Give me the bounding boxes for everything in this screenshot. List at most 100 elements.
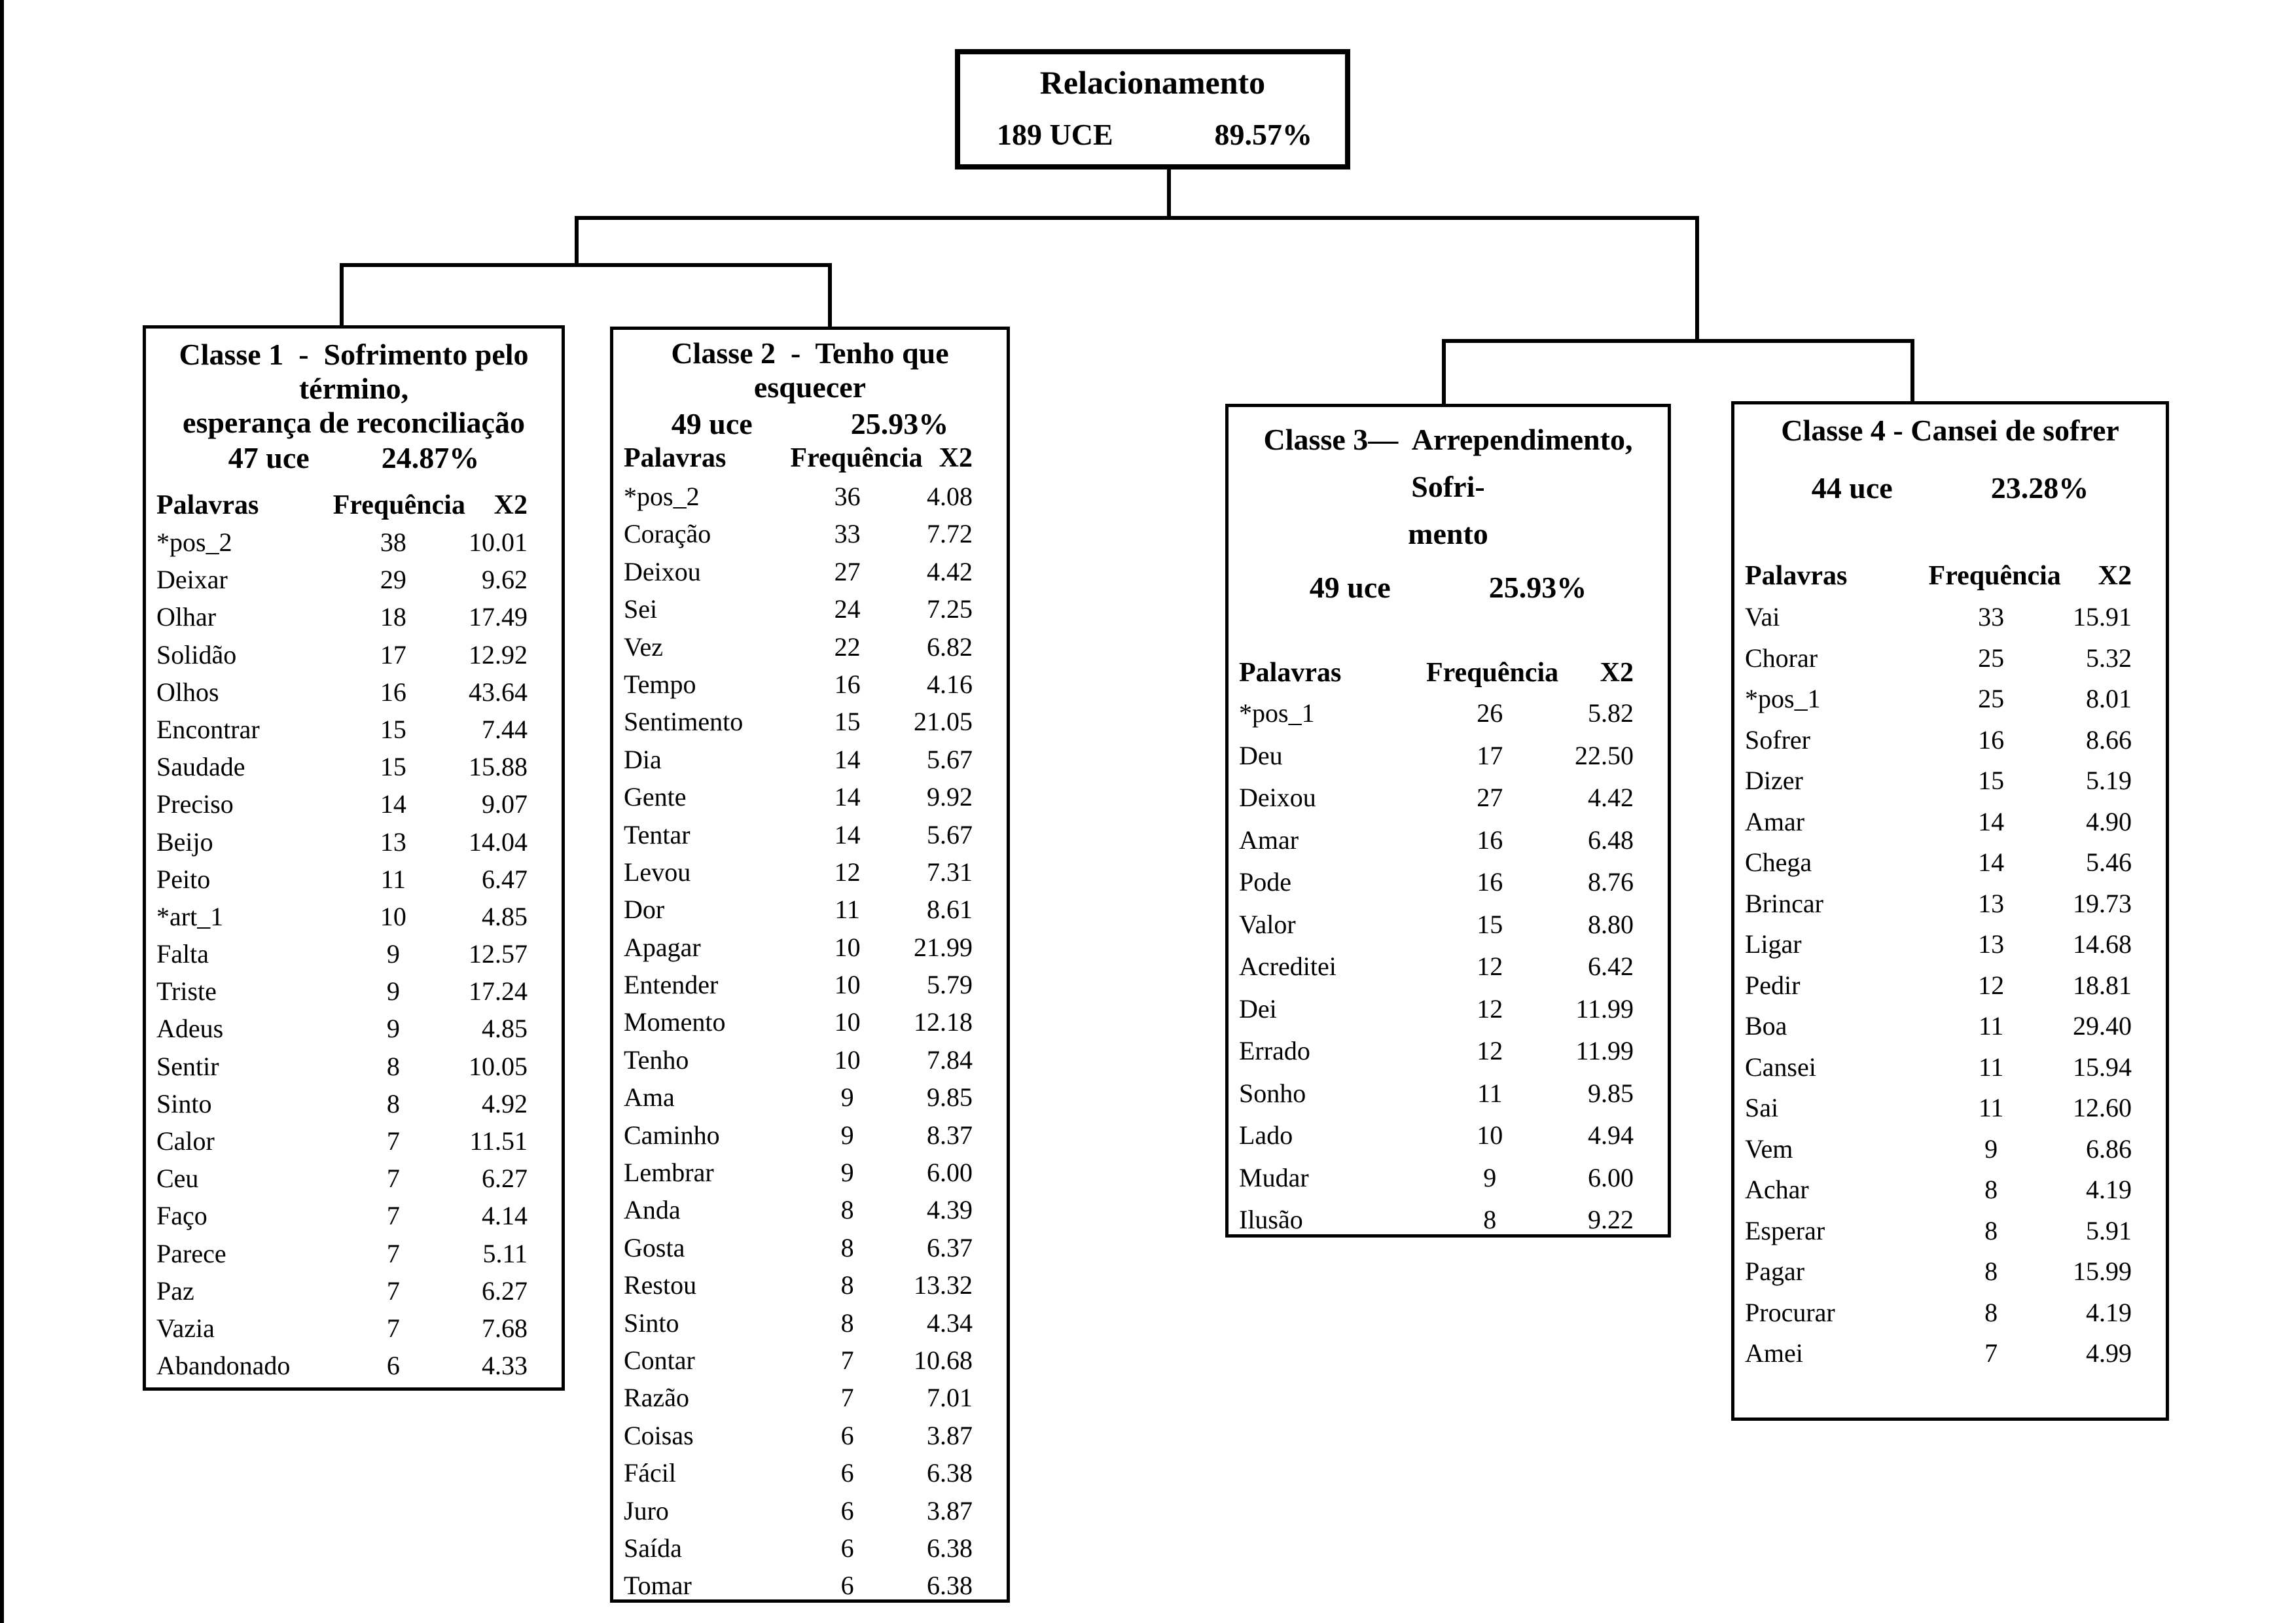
cell-word: Lado	[1239, 1120, 1293, 1150]
cell-x2: 6.38	[926, 1571, 973, 1601]
cell-freq: 16	[1978, 724, 2005, 755]
class-uce: 47 uce	[228, 441, 310, 474]
cell-x2: 5.67	[926, 819, 973, 849]
table-row: Lado 10 4.94	[1229, 1115, 1668, 1157]
cell-freq: 15	[1978, 766, 2005, 795]
cell-freq: 7	[386, 1238, 400, 1268]
table-row: Sei 24 7.25	[613, 590, 1007, 628]
cell-word: Cansei	[1745, 1052, 1816, 1082]
cell-freq: 27	[834, 556, 861, 586]
cell-freq: 18	[380, 602, 406, 632]
table-row: Sinto 8 4.34	[613, 1304, 1007, 1342]
cell-word: Faço	[156, 1201, 207, 1231]
cell-freq: 14	[1978, 847, 2005, 877]
cell-x2: 8.61	[926, 895, 973, 925]
cell-word: Deixou	[1239, 783, 1316, 812]
cell-x2: 9.85	[926, 1082, 973, 1113]
table-row: Momento 10 12.18	[613, 1003, 1007, 1041]
class-box-1: Classe 1 - Sofrimento pelo término, esper…	[143, 325, 565, 1391]
cell-x2: 12.57	[468, 939, 528, 969]
cell-word: Deu	[1239, 740, 1283, 770]
table-row: Saída 6 6.38	[613, 1529, 1007, 1567]
table-row: Olhar 18 17.49	[146, 598, 562, 635]
cell-word: Sei	[624, 594, 658, 624]
class-percent: 23.28%	[1990, 471, 2089, 505]
cell-freq: 7	[840, 1383, 854, 1413]
col-header-word: Palavras	[624, 443, 726, 473]
cell-word: Vazia	[156, 1313, 215, 1343]
cell-word: Parece	[156, 1238, 226, 1268]
cell-x2: 8.80	[1587, 909, 1634, 939]
connector-class2-drop	[828, 263, 832, 328]
cell-word: Peito	[156, 864, 211, 894]
cell-x2: 3.87	[926, 1420, 973, 1450]
cell-x2: 4.16	[926, 669, 973, 699]
class-stats: 47 uce 24.87%	[146, 441, 562, 475]
table-row: Entender 10 5.79	[613, 966, 1007, 1003]
table-row: Paz 7 6.27	[146, 1272, 562, 1310]
table-row: Saudade 15 15.88	[146, 748, 562, 785]
cell-x2: 9.62	[481, 565, 528, 595]
cell-x2: 4.94	[1587, 1120, 1634, 1150]
table-row: Levou 12 7.31	[613, 853, 1007, 891]
cell-freq: 9	[1483, 1162, 1497, 1192]
class-title: Classe 3— Arrependimento, Sofri-mento	[1229, 416, 1668, 558]
cell-word: Deixar	[156, 565, 228, 595]
table-row: *pos_2 36 4.08	[613, 478, 1007, 515]
cell-word: Vem	[1745, 1133, 1793, 1164]
cell-x2: 6.38	[926, 1458, 973, 1488]
table-row: Tomar 6 6.38	[613, 1567, 1007, 1604]
word-table: *pos_2 38 10.01 Deixar 29 9.62 Olhar 18 17.49 Sol…	[146, 524, 562, 1384]
class-title-line: Classe 3— Arrependimento, Sofri-	[1263, 423, 1640, 503]
cell-word: Saída	[624, 1533, 682, 1563]
class-box-2: Classe 2 - Tenho que esquecer 49 uce 25.…	[610, 327, 1010, 1603]
cell-x2: 4.92	[481, 1088, 528, 1118]
class-percent: 24.87%	[381, 441, 480, 474]
cell-freq: 25	[1978, 684, 2005, 713]
table-row: Mudar 9 6.00	[1229, 1157, 1668, 1200]
col-header-word: Palavras	[156, 490, 259, 520]
cell-freq: 9	[840, 1082, 854, 1113]
cell-x2: 6.47	[481, 864, 528, 894]
class-uce: 44 uce	[1811, 471, 1893, 505]
cell-x2: 3.87	[926, 1495, 973, 1525]
cell-x2: 6.42	[1587, 952, 1634, 981]
table-row: Sentir 8 10.05	[146, 1048, 562, 1085]
cell-word: Paz	[156, 1275, 194, 1306]
table-row: Dei 12 11.99	[1229, 988, 1668, 1031]
cell-word: Restou	[624, 1270, 697, 1300]
cell-freq: 11	[1477, 1078, 1503, 1108]
cell-freq: 7	[1984, 1338, 1998, 1368]
cell-word: Coisas	[624, 1420, 694, 1450]
class-title-line: Classe 4 - Cansei de sofrer	[1781, 414, 2119, 447]
table-row: Acreditei 12 6.42	[1229, 946, 1668, 988]
table-row: Vazia 7 7.68	[146, 1310, 562, 1347]
table-row: Achar 8 4.19	[1734, 1169, 2166, 1211]
table-row: Errado 12 11.99	[1229, 1030, 1668, 1073]
cell-x2: 43.64	[468, 677, 528, 707]
cell-word: Amar	[1239, 825, 1299, 855]
cell-x2: 8.76	[1587, 867, 1634, 897]
col-header-word: Palavras	[1745, 561, 1848, 591]
table-row: Deu 17 22.50	[1229, 735, 1668, 777]
cell-x2: 8.66	[2085, 724, 2132, 755]
cell-freq: 8	[1984, 1257, 1998, 1286]
table-row: Pode 16 8.76	[1229, 861, 1668, 904]
cell-x2: 12.92	[468, 639, 528, 669]
table-row: Solidão 17 12.92	[146, 636, 562, 673]
table-row: Tentar 14 5.67	[613, 816, 1007, 853]
cell-x2: 6.86	[2085, 1133, 2132, 1164]
connector-root-vertical	[1167, 169, 1171, 218]
cell-x2: 13.32	[913, 1270, 973, 1300]
table-row: *pos_1 25 8.01	[1734, 679, 2166, 720]
cell-x2: 6.37	[926, 1232, 973, 1262]
cell-word: Sai	[1745, 1093, 1779, 1122]
class-uce: 49 uce	[1309, 571, 1391, 604]
cell-word: Pedir	[1745, 970, 1801, 1000]
cell-freq: 24	[834, 594, 861, 624]
cell-x2: 4.42	[1587, 783, 1634, 812]
cell-word: Ligar	[1745, 929, 1802, 959]
connector-class1-drop	[340, 263, 344, 327]
table-row: Boa 11 29.40	[1734, 1006, 2166, 1047]
